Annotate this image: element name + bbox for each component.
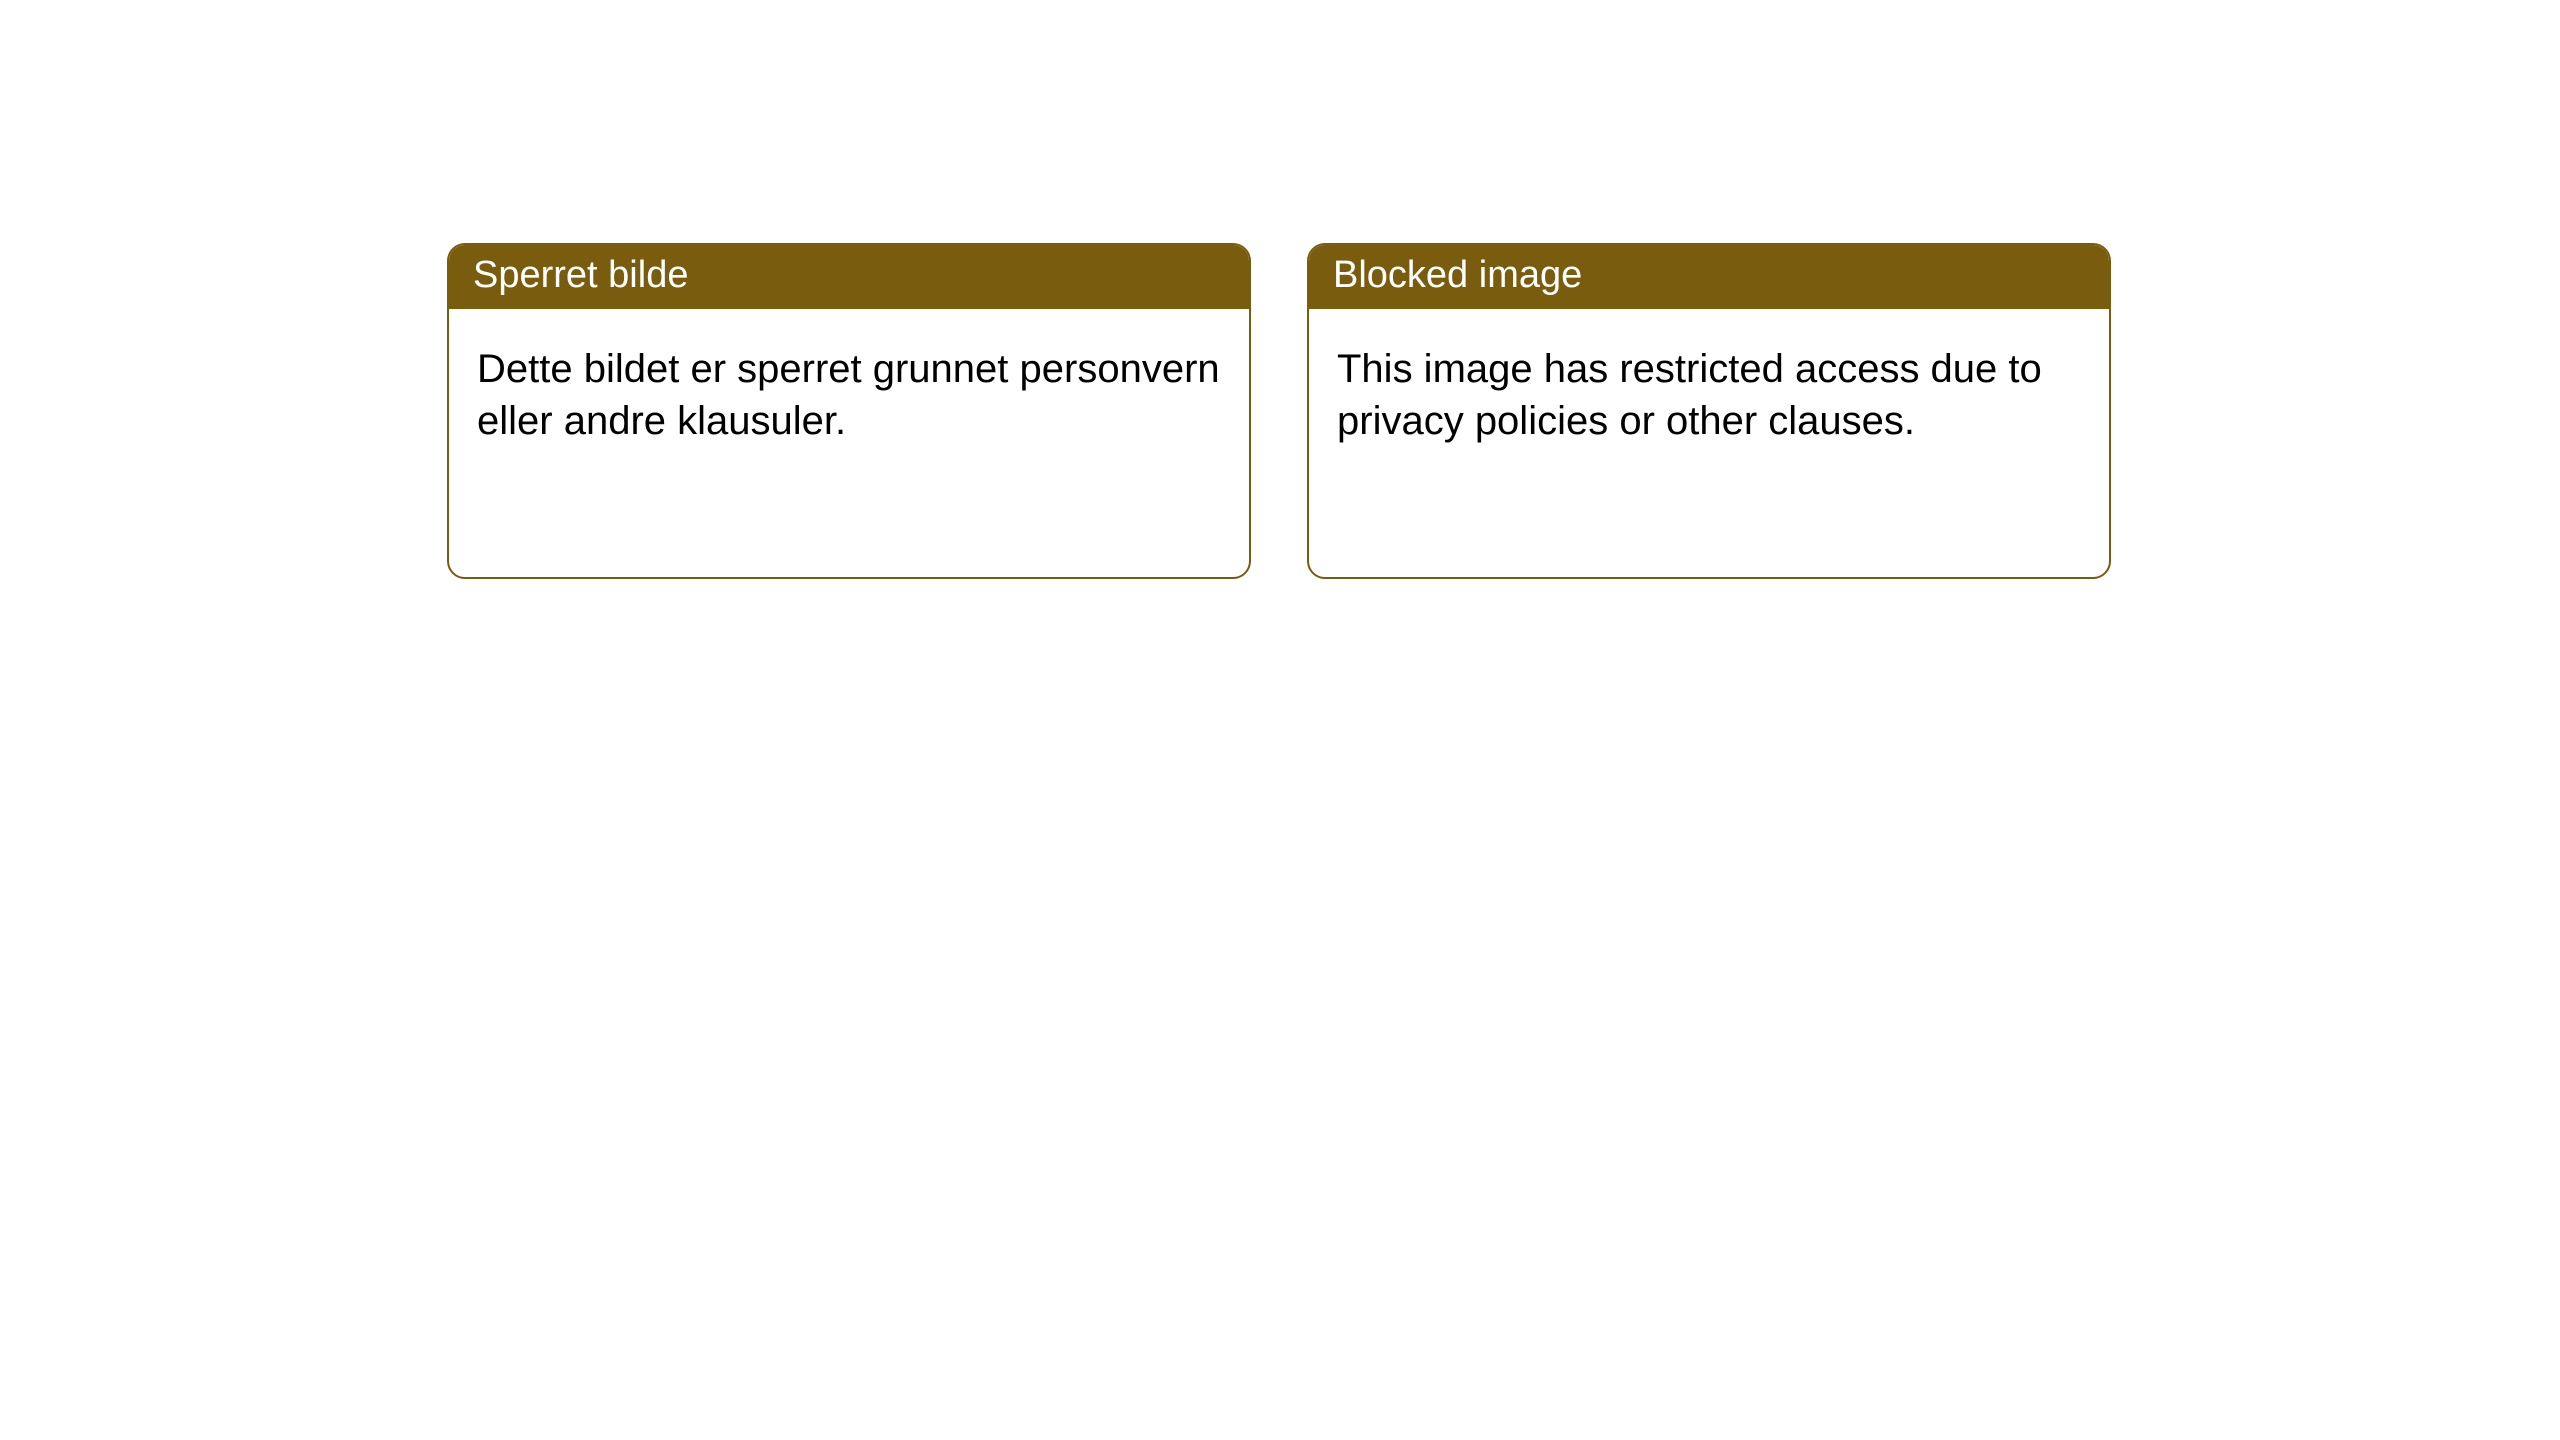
card-body-english: This image has restricted access due to … [1309, 309, 2109, 481]
card-title-norwegian: Sperret bilde [473, 254, 688, 296]
notice-card-norwegian: Sperret bilde Dette bildet er sperret gr… [447, 243, 1251, 579]
card-header-english: Blocked image [1309, 245, 2109, 309]
card-title-english: Blocked image [1333, 254, 1582, 296]
card-text-norwegian: Dette bildet er sperret grunnet personve… [477, 347, 1220, 443]
card-body-norwegian: Dette bildet er sperret grunnet personve… [449, 309, 1249, 481]
card-text-english: This image has restricted access due to … [1337, 347, 2042, 443]
card-header-norwegian: Sperret bilde [449, 245, 1249, 309]
notice-cards-container: Sperret bilde Dette bildet er sperret gr… [447, 243, 2111, 579]
notice-card-english: Blocked image This image has restricted … [1307, 243, 2111, 579]
